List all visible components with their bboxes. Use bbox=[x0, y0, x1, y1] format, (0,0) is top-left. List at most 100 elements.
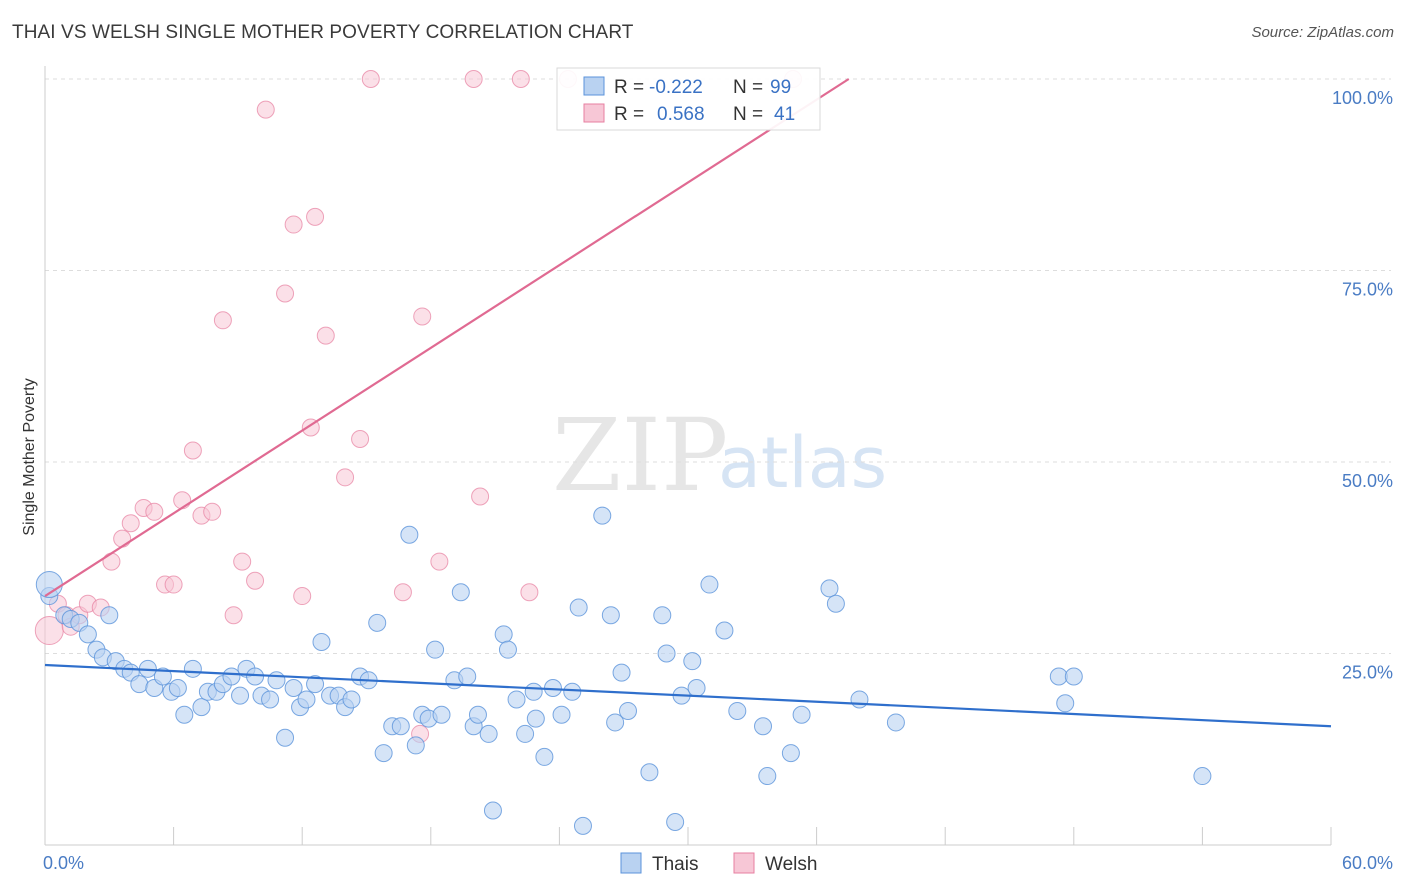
thais-point bbox=[175, 705, 194, 724]
thais-point bbox=[552, 705, 571, 724]
welsh-point bbox=[121, 514, 140, 533]
thais-trend-line bbox=[44, 663, 1332, 728]
welsh-point bbox=[203, 502, 222, 521]
thais-point bbox=[284, 678, 303, 697]
legend-welsh-swatch bbox=[733, 852, 755, 874]
thais-point bbox=[276, 728, 295, 747]
welsh-point bbox=[464, 70, 483, 88]
thais-point bbox=[222, 667, 241, 686]
thais-point bbox=[826, 594, 845, 613]
welsh-point bbox=[164, 575, 183, 594]
thais-point bbox=[563, 682, 582, 701]
welsh-point bbox=[336, 468, 355, 487]
thais-point bbox=[524, 682, 543, 701]
x-tick-label: 60.0% bbox=[1342, 853, 1393, 873]
thais-point bbox=[1064, 667, 1083, 686]
thais-r-value: -0.222 bbox=[649, 77, 703, 98]
welsh-point bbox=[113, 529, 132, 548]
welsh-point bbox=[276, 284, 295, 303]
thais-point bbox=[168, 678, 187, 697]
thais-point bbox=[593, 506, 612, 525]
thais-point bbox=[306, 675, 325, 694]
thais-point bbox=[1056, 694, 1075, 713]
thais-point bbox=[618, 701, 637, 720]
thais-point bbox=[78, 625, 97, 644]
y-tick-labels: 25.0% 50.0% 75.0% 100.0% bbox=[1332, 88, 1393, 683]
welsh-point bbox=[224, 606, 243, 625]
thais-point bbox=[573, 816, 592, 835]
thais-point bbox=[406, 736, 425, 755]
thais-point bbox=[183, 659, 202, 678]
thais-point bbox=[886, 713, 905, 732]
thais-point bbox=[342, 690, 361, 709]
thais-point bbox=[526, 709, 545, 728]
thais-point bbox=[153, 667, 172, 686]
thais-point bbox=[391, 717, 410, 736]
thais-point bbox=[535, 747, 554, 766]
series-legend: Thais Welsh bbox=[620, 852, 817, 875]
thais-point bbox=[653, 606, 672, 625]
x-tick-label: 0.0% bbox=[43, 853, 84, 873]
thais-point bbox=[516, 724, 535, 743]
thais-point bbox=[498, 640, 517, 659]
thais-point bbox=[700, 575, 719, 594]
thais-point bbox=[850, 690, 869, 709]
thais-point bbox=[792, 705, 811, 724]
thais-point bbox=[231, 686, 250, 705]
thais-r-label: R = bbox=[614, 77, 644, 98]
thais-point bbox=[507, 690, 526, 709]
welsh-point bbox=[413, 307, 432, 326]
welsh-point bbox=[293, 587, 312, 606]
thais-point bbox=[687, 678, 706, 697]
thais-swatch bbox=[583, 76, 605, 96]
thais-point bbox=[479, 724, 498, 743]
welsh-point bbox=[284, 215, 303, 234]
source-credit: Source: ZipAtlas.com bbox=[1251, 24, 1394, 41]
gridlines bbox=[45, 78, 1391, 654]
welsh-point bbox=[102, 552, 121, 571]
welsh-point bbox=[511, 70, 530, 88]
welsh-r-label: R = bbox=[614, 104, 644, 125]
thais-point bbox=[297, 690, 316, 709]
trend-lines bbox=[44, 78, 1332, 728]
welsh-n-label: N = bbox=[733, 104, 763, 125]
thais-point bbox=[468, 705, 487, 724]
welsh-point bbox=[246, 571, 265, 590]
welsh-point bbox=[145, 502, 164, 521]
welsh-point bbox=[173, 491, 192, 510]
thais-point bbox=[192, 698, 211, 717]
y-tick-label: 75.0% bbox=[1342, 280, 1393, 300]
welsh-point bbox=[233, 552, 252, 571]
welsh-r-value: 0.568 bbox=[657, 104, 705, 125]
thais-point bbox=[569, 598, 588, 617]
welsh-point bbox=[471, 487, 490, 506]
x-tick-labels: 0.0% 60.0% bbox=[43, 853, 1393, 873]
thais-point bbox=[374, 744, 393, 763]
thais-point bbox=[100, 606, 119, 625]
thais-point bbox=[754, 717, 773, 736]
thais-point bbox=[451, 583, 470, 602]
thais-points bbox=[35, 506, 1212, 835]
welsh-n-value: 41 bbox=[774, 104, 795, 125]
legend-thais-label: Thais bbox=[652, 854, 698, 875]
thais-point bbox=[494, 625, 513, 644]
thais-point bbox=[601, 606, 620, 625]
thais-point bbox=[781, 744, 800, 763]
thais-point bbox=[1193, 767, 1212, 786]
thais-point bbox=[1049, 667, 1068, 686]
thais-point bbox=[820, 579, 839, 598]
thais-point bbox=[312, 633, 331, 652]
thais-point bbox=[130, 675, 149, 694]
welsh-point bbox=[183, 441, 202, 460]
y-tick-label: 50.0% bbox=[1342, 471, 1393, 491]
welsh-point bbox=[520, 583, 539, 602]
welsh-point bbox=[351, 430, 370, 449]
y-axis-label: Single Mother Poverty bbox=[21, 378, 38, 535]
thais-point bbox=[432, 705, 451, 724]
thais-point bbox=[666, 813, 685, 832]
thais-point bbox=[715, 621, 734, 640]
welsh-swatch bbox=[583, 103, 605, 123]
y-tick-label: 100.0% bbox=[1332, 88, 1393, 108]
thais-point bbox=[400, 525, 419, 544]
